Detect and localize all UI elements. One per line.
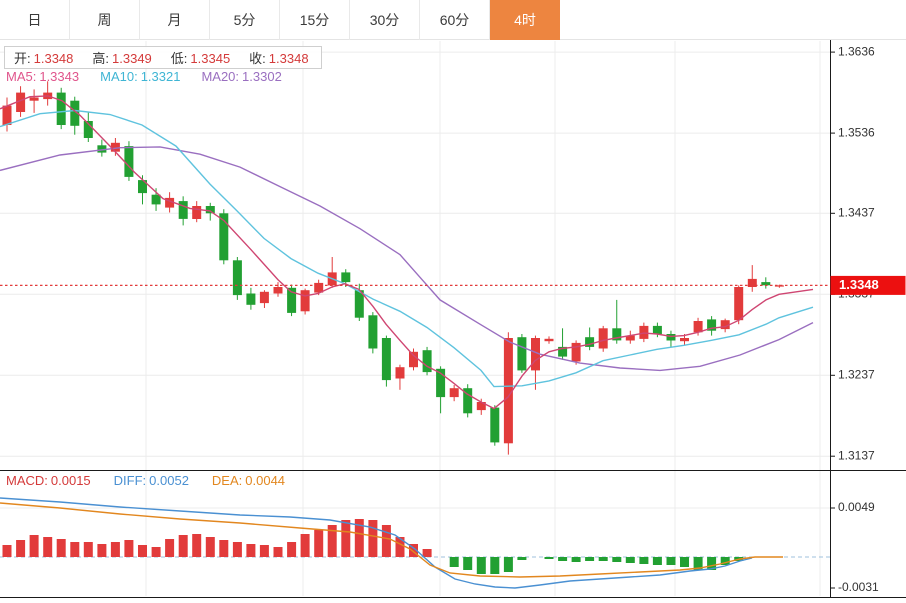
ma20-value: 1.3302 [242,69,282,84]
dea-value: 0.0044 [245,473,286,488]
high-value: 1.3349 [112,51,152,66]
macd-label: MACD: [6,473,48,488]
tab-month[interactable]: 月 [140,0,210,40]
svg-text:0.0049: 0.0049 [838,500,875,514]
ma-legend: MA5: 1.3343 MA10: 1.3321 MA20: 1.3302 [6,69,285,84]
low-value: 1.3345 [190,51,231,66]
tab-4hour[interactable]: 4时 [490,0,560,40]
svg-text:1.3437: 1.3437 [838,205,875,219]
last-price-tag [830,275,906,295]
ma10-label: MA10: [100,69,138,84]
macd-legend: MACD: 0.0015 DIFF: 0.0052 DEA: 0.0044 [6,473,288,488]
ma5-label: MA5: [6,69,37,84]
dea-label: DEA: [211,473,243,488]
tab-30min[interactable]: 30分 [350,0,420,40]
tab-week[interactable]: 周 [70,0,140,40]
ma20-label: MA20: [201,69,240,84]
tab-60min[interactable]: 60分 [420,0,490,40]
open-label: 开: [14,51,31,66]
low-label: 低: [170,51,188,66]
ohlc-legend: 开: 1.3348 高: 1.3349 低: 1.3345 收: 1.3348 [4,46,322,69]
ma10-value: 1.3321 [140,69,181,84]
close-label: 收: [249,51,266,66]
macd-value: 0.0015 [50,473,91,488]
svg-text:1.3237: 1.3237 [838,367,875,381]
diff-label: DIFF: [113,473,147,488]
diff-value: 0.0052 [149,473,189,488]
close-value: 1.3348 [268,51,309,66]
svg-text:1.3137: 1.3137 [838,448,875,462]
open-value: 1.3348 [33,51,74,66]
svg-text:1.3348: 1.3348 [839,277,879,292]
svg-text:1.3536: 1.3536 [838,125,875,139]
tab-5min[interactable]: 5分 [210,0,280,40]
tab-15min[interactable]: 15分 [280,0,350,40]
timeframe-tabbar: 日 周 月 5分 15分 30分 60分 4时 [0,0,906,40]
svg-text:-0.0031: -0.0031 [838,580,879,594]
tab-day[interactable]: 日 [0,0,70,40]
ma5-value: 1.3343 [39,69,80,84]
svg-text:1.3636: 1.3636 [838,44,875,58]
high-label: 高: [92,51,110,66]
